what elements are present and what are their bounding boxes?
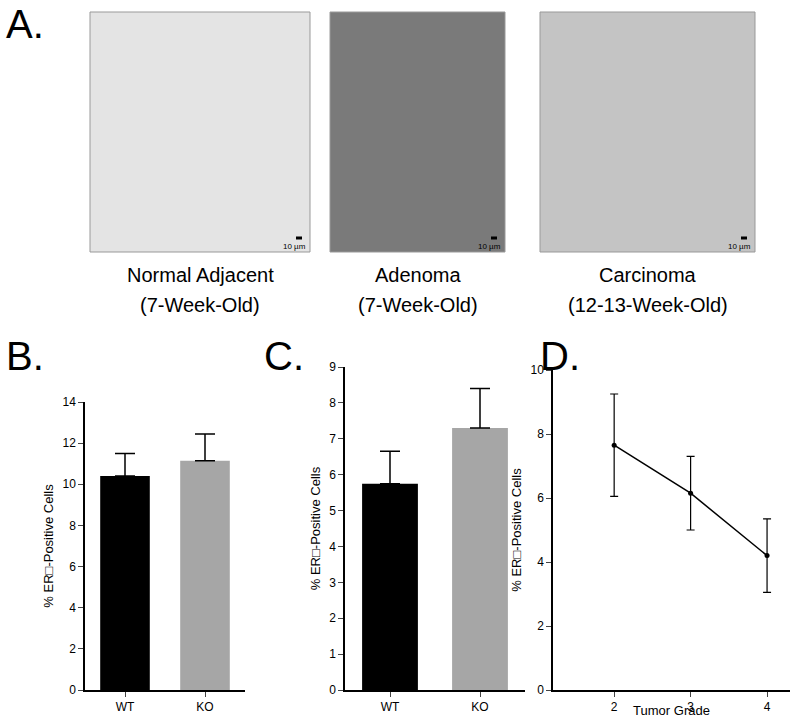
svg-text:6: 6 [537, 491, 544, 505]
svg-text:A.: A. [6, 2, 44, 46]
svg-text:10 µm: 10 µm [728, 242, 751, 251]
svg-text:5: 5 [329, 504, 336, 518]
svg-text:7: 7 [329, 432, 336, 446]
svg-text:8: 8 [537, 427, 544, 441]
svg-text:Adenoma: Adenoma [375, 264, 461, 286]
svg-text:2: 2 [329, 611, 336, 625]
svg-text:0: 0 [537, 683, 544, 697]
svg-text:1: 1 [329, 647, 336, 661]
svg-text:Tumor Grade: Tumor Grade [633, 703, 710, 718]
svg-text:KO: KO [471, 700, 488, 714]
svg-text:6: 6 [69, 560, 76, 574]
svg-text:WT: WT [381, 700, 400, 714]
svg-text:4: 4 [537, 555, 544, 569]
svg-text:Normal Adjacent: Normal Adjacent [127, 264, 274, 286]
svg-text:B.: B. [6, 334, 44, 378]
svg-text:C.: C. [264, 334, 304, 378]
svg-text:2: 2 [611, 700, 618, 714]
svg-text:2: 2 [69, 642, 76, 656]
svg-text:Carcinoma: Carcinoma [599, 264, 697, 286]
svg-text:4: 4 [764, 700, 771, 714]
svg-text:14: 14 [62, 395, 76, 409]
svg-text:12: 12 [62, 436, 76, 450]
svg-text:KO: KO [196, 700, 213, 714]
svg-text:0: 0 [329, 683, 336, 697]
svg-text:D.: D. [540, 334, 580, 378]
svg-text:2: 2 [537, 619, 544, 633]
svg-text:8: 8 [329, 396, 336, 410]
svg-text:6: 6 [329, 468, 336, 482]
svg-text:4: 4 [329, 540, 336, 554]
svg-text:8: 8 [69, 519, 76, 533]
svg-text:4: 4 [69, 601, 76, 615]
svg-text:(7-Week-Old): (7-Week-Old) [358, 294, 478, 316]
svg-text:0: 0 [69, 683, 76, 697]
svg-text:3: 3 [329, 576, 336, 590]
svg-text:3: 3 [687, 700, 694, 714]
svg-text:10: 10 [530, 363, 544, 377]
svg-text:9: 9 [329, 360, 336, 374]
svg-text:% ER□-Positive Cells: % ER□-Positive Cells [308, 466, 323, 590]
svg-text:% ER□-Positive Cells: % ER□-Positive Cells [509, 468, 524, 592]
svg-text:10 µm: 10 µm [478, 242, 501, 251]
svg-text:10: 10 [62, 477, 76, 491]
svg-text:% ER□-Positive Cells: % ER□-Positive Cells [41, 484, 56, 608]
svg-text:10 µm: 10 µm [283, 242, 306, 251]
svg-text:(7-Week-Old): (7-Week-Old) [140, 294, 260, 316]
svg-text:(12-13-Week-Old): (12-13-Week-Old) [568, 294, 728, 316]
svg-text:WT: WT [116, 700, 135, 714]
